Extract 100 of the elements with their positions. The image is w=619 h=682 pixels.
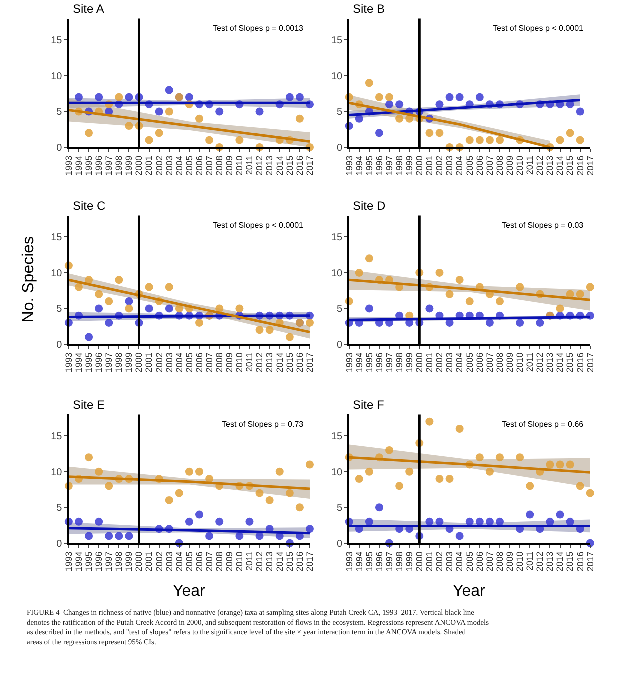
x-tick-label: 1998: [394, 552, 404, 572]
y-tick-label: 5: [337, 503, 344, 514]
x-tick-label: 1997: [384, 352, 394, 373]
x-tick-label: 2006: [474, 156, 485, 176]
x-tick-label: 1993: [64, 552, 74, 572]
x-tick-label: 1994: [74, 156, 84, 176]
x-tick-label: 2016: [575, 352, 586, 373]
x-tick-label: 2000: [414, 552, 425, 572]
x-tick-label: 2000: [134, 352, 144, 373]
annotation: Test of Slopes p < 0.0001: [493, 24, 584, 33]
x-tick-label: 2010: [234, 156, 245, 176]
y-tick-label: 15: [51, 36, 63, 47]
y-tick-label: 10: [51, 467, 63, 478]
x-tick-label: 1997: [384, 156, 394, 176]
x-tick-label: 2015: [284, 552, 295, 572]
y-tick-label: 0: [337, 538, 344, 550]
x-tick-label: 2001: [144, 352, 154, 373]
x-tick-label: 2008: [494, 352, 505, 373]
x-tick-label: 1998: [394, 352, 404, 373]
x-tick-label: 2014: [274, 552, 285, 572]
x-tick-label: 2005: [184, 552, 194, 572]
x-tick-label: 2002: [154, 156, 164, 176]
x-tick-label: 2012: [535, 352, 546, 373]
x-tick-label: 2011: [244, 552, 255, 572]
x-tick-label: 2013: [545, 552, 556, 572]
x-tick-label: 2002: [154, 552, 164, 572]
x-tick-label: 2000: [134, 552, 144, 572]
x-tick-label: 2008: [214, 552, 225, 572]
x-tick-label: 2000: [134, 156, 144, 176]
x-tick-label: 2004: [454, 552, 465, 572]
x-tick-label: 1994: [354, 352, 364, 373]
x-tick-label: 2013: [264, 156, 275, 176]
x-tick-label: 2004: [174, 352, 184, 373]
x-tick-label: 2003: [164, 552, 174, 572]
x-tick-label: 2003: [164, 352, 174, 373]
x-tick-label: 2001: [424, 552, 435, 572]
x-tick-label: 2015: [565, 352, 576, 373]
chart-title: Site A: [73, 2, 104, 16]
x-tick-label: 2012: [535, 156, 546, 176]
y-tick-label: 15: [51, 432, 63, 443]
y-tick-label: 15: [331, 432, 344, 443]
x-tick-label: 1998: [114, 352, 124, 373]
x-tick-label: 2001: [144, 156, 154, 176]
x-tick-label: 2003: [444, 352, 455, 373]
x-tick-label: 1993: [64, 156, 74, 176]
x-tick-label: 2006: [474, 352, 485, 373]
y-tick-label: 15: [331, 232, 344, 244]
annotation: Test of Slopes p = 0.66: [502, 420, 584, 429]
x-tick-label: 2012: [535, 552, 546, 572]
x-tick-label: 2017: [585, 352, 596, 373]
y-axis-title: No. Species: [20, 236, 38, 323]
x-tick-label: 1999: [124, 552, 134, 572]
x-tick-label: 1993: [344, 156, 354, 176]
x-tick-label: 1997: [384, 552, 394, 572]
y-tick-label: 10: [51, 268, 63, 280]
x-tick-label: 1994: [74, 352, 84, 373]
x-tick-label: 2010: [234, 552, 245, 572]
x-tick-label: 2011: [244, 352, 255, 372]
x-tick-label: 1993: [344, 352, 354, 373]
x-tick-label: 2001: [424, 352, 435, 373]
x-tick-label: 1995: [84, 552, 94, 572]
chart-title: Site E: [73, 398, 106, 412]
x-tick-label: 1993: [64, 352, 74, 373]
x-tick-label: 2015: [284, 156, 295, 176]
x-tick-label: 2003: [164, 156, 174, 176]
x-tick-label: 1997: [104, 552, 114, 572]
x-tick-label: 2007: [484, 156, 495, 176]
x-tick-label: 2017: [304, 552, 315, 572]
x-tick-label: 2006: [194, 352, 204, 373]
x-tick-label: 2007: [204, 352, 214, 373]
y-tick-label: 10: [331, 71, 344, 82]
x-tick-label: 2001: [424, 156, 435, 176]
x-tick-label: 1998: [114, 156, 124, 176]
x-tick-label: 2012: [254, 352, 265, 373]
x-tick-label: 2013: [545, 156, 556, 176]
x-tick-label: 2011: [525, 156, 536, 176]
chart-title: Site C: [73, 199, 106, 213]
y-tick-label: 5: [56, 304, 63, 316]
y-tick-label: 10: [331, 467, 344, 478]
x-tick-label: 2004: [454, 156, 465, 176]
x-tick-label: 2006: [194, 156, 204, 176]
x-tick-label: 2016: [294, 352, 305, 373]
x-tick-label: 2006: [474, 552, 485, 572]
x-tick-label: 2007: [204, 552, 214, 572]
x-tick-label: 2017: [304, 156, 315, 176]
x-tick-label: 2011: [244, 156, 255, 176]
x-tick-label: 1998: [114, 552, 124, 572]
chart-title: Site D: [353, 199, 386, 213]
x-tick-label: 2008: [214, 352, 225, 373]
x-tick-label: 2017: [585, 156, 596, 176]
x-tick-label: 2015: [284, 352, 295, 373]
chart-title: Site F: [353, 398, 384, 412]
x-tick-label: 2006: [194, 552, 204, 572]
annotation: Test of Slopes p = 0.73: [222, 420, 304, 429]
x-tick-label: 2016: [294, 552, 305, 572]
x-tick-label: 2015: [565, 156, 576, 176]
x-tick-label: 1996: [374, 552, 384, 572]
x-tick-label: 2016: [575, 156, 586, 176]
x-tick-label: 2009: [504, 352, 515, 373]
annotation: Test of Slopes p = 0.0013: [213, 24, 304, 33]
